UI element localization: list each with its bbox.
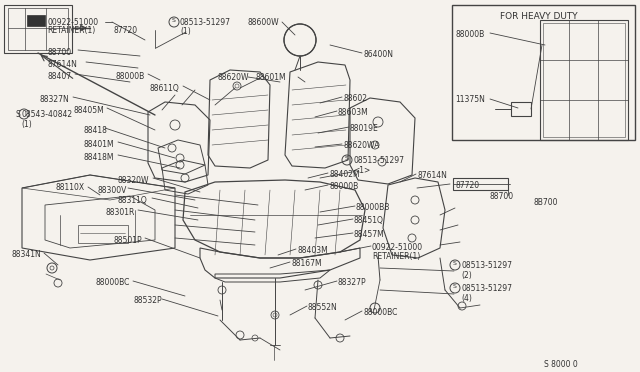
Text: 88167M: 88167M <box>291 259 322 268</box>
Text: 88320W: 88320W <box>118 176 150 185</box>
Text: 87614N: 87614N <box>417 171 447 180</box>
Bar <box>453 178 508 190</box>
Text: 88019E: 88019E <box>350 124 379 133</box>
Text: 08543-40842: 08543-40842 <box>21 110 72 119</box>
Text: 88611Q: 88611Q <box>150 84 180 93</box>
Text: S: S <box>345 156 349 161</box>
Bar <box>543 23 625 137</box>
Text: 88403M: 88403M <box>297 246 328 255</box>
Text: 88000BC: 88000BC <box>363 308 397 317</box>
Text: S 8000 0: S 8000 0 <box>544 360 578 369</box>
Text: 87720: 87720 <box>113 26 137 35</box>
Text: 88620W: 88620W <box>218 73 250 82</box>
Text: 88418: 88418 <box>84 126 108 135</box>
Bar <box>4 5 72 53</box>
Text: FOR HEAVY DUTY: FOR HEAVY DUTY <box>500 12 578 21</box>
Text: 88000BC: 88000BC <box>96 278 131 287</box>
Text: 88602: 88602 <box>343 94 367 103</box>
Text: 88405M: 88405M <box>74 106 105 115</box>
Text: 88402M: 88402M <box>329 170 360 179</box>
Text: 88407: 88407 <box>47 72 71 81</box>
Text: 88300V: 88300V <box>98 186 127 195</box>
Text: S: S <box>453 284 457 289</box>
Bar <box>27 15 45 26</box>
Bar <box>511 102 531 116</box>
Text: (1): (1) <box>21 120 32 129</box>
Text: (1): (1) <box>180 27 191 36</box>
Text: 86400N: 86400N <box>363 50 393 59</box>
Text: 08513-51297: 08513-51297 <box>461 261 512 270</box>
Text: 87720: 87720 <box>456 181 480 190</box>
Text: 00922-51000: 00922-51000 <box>47 18 98 27</box>
Text: 87614N: 87614N <box>47 60 77 69</box>
Text: 88603M: 88603M <box>338 108 369 117</box>
Text: 88600W: 88600W <box>248 18 280 27</box>
Text: 88418M: 88418M <box>84 153 115 162</box>
Text: (2): (2) <box>461 271 472 280</box>
Text: 88401M: 88401M <box>84 140 115 149</box>
Text: RETAINER(1): RETAINER(1) <box>47 26 95 35</box>
Text: 88110X: 88110X <box>55 183 84 192</box>
Text: 88451Q: 88451Q <box>354 216 384 225</box>
Text: (4): (4) <box>461 294 472 303</box>
Text: 88700: 88700 <box>47 48 71 57</box>
Text: 88000B: 88000B <box>329 182 358 191</box>
Text: 88501P: 88501P <box>113 236 141 245</box>
Text: S: S <box>453 261 457 266</box>
Text: 88301R: 88301R <box>106 208 136 217</box>
Text: 88341N: 88341N <box>12 250 42 259</box>
Bar <box>78 225 128 243</box>
Text: 88000B: 88000B <box>455 30 484 39</box>
Text: 88000BB: 88000BB <box>356 203 390 212</box>
Text: 88311Q: 88311Q <box>118 196 148 205</box>
Text: 00922-51000: 00922-51000 <box>372 243 423 252</box>
Text: 88532P: 88532P <box>133 296 162 305</box>
Text: 88601M: 88601M <box>255 73 285 82</box>
Text: S: S <box>15 110 20 119</box>
Text: 88000B: 88000B <box>115 72 144 81</box>
Text: 88552N: 88552N <box>308 303 338 312</box>
Text: 88457M: 88457M <box>354 230 385 239</box>
Text: 08513-51297: 08513-51297 <box>353 156 404 165</box>
Text: 08513-51297: 08513-51297 <box>180 18 231 27</box>
Text: 11375N: 11375N <box>455 95 485 104</box>
Text: 08513-51297: 08513-51297 <box>461 284 512 293</box>
Text: 88327N: 88327N <box>40 95 70 104</box>
Bar <box>452 5 635 140</box>
Text: 88327P: 88327P <box>338 278 367 287</box>
Text: 88620WA: 88620WA <box>343 141 380 150</box>
Text: RETAINER(1): RETAINER(1) <box>372 252 420 261</box>
Text: 88700: 88700 <box>490 192 514 201</box>
Text: S: S <box>172 18 176 23</box>
Text: <1>: <1> <box>353 166 371 175</box>
Bar <box>540 20 628 140</box>
Text: 8B700: 8B700 <box>533 198 557 207</box>
